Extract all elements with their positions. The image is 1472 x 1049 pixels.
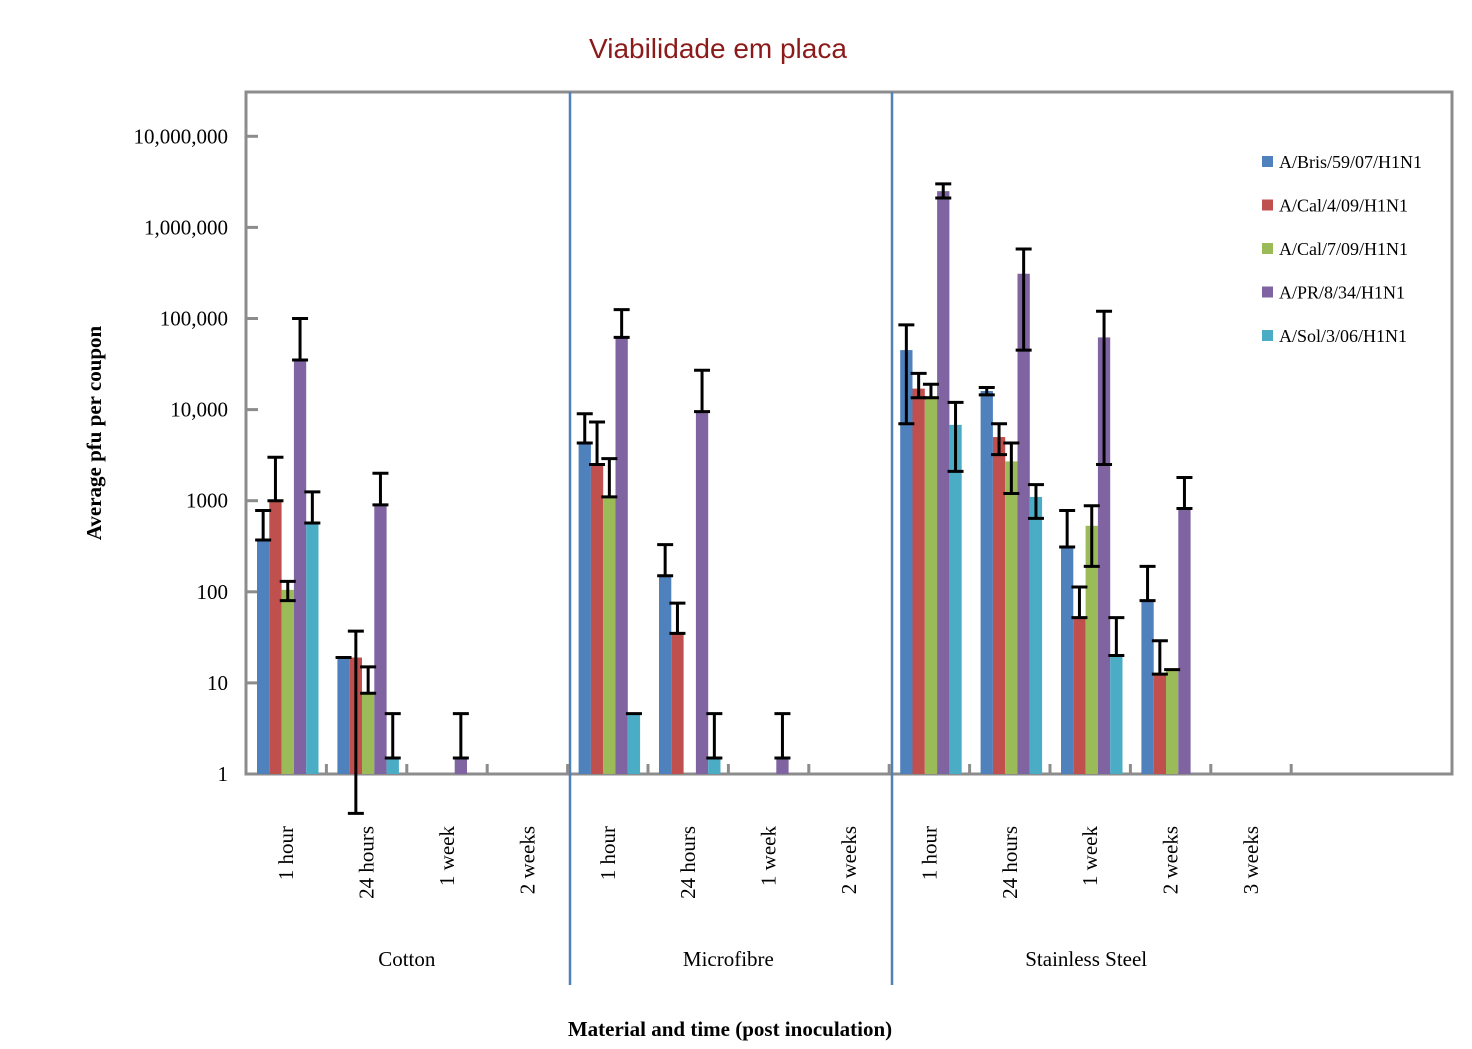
bar bbox=[1073, 617, 1086, 774]
legend-swatch bbox=[1262, 243, 1273, 254]
bar bbox=[386, 757, 399, 774]
legend: A/Bris/59/07/H1N1 A/Cal/4/09/H1N1 A/Cal/7/… bbox=[1262, 152, 1422, 346]
bar bbox=[1110, 655, 1123, 774]
y-tick-label: 10,000,000 bbox=[134, 124, 229, 148]
x-category-label: 2 weeks bbox=[837, 826, 861, 894]
bar bbox=[1061, 547, 1074, 774]
bar bbox=[1029, 496, 1043, 774]
y-tick-label: 100,000 bbox=[160, 307, 228, 331]
bar bbox=[615, 337, 628, 774]
error-bars bbox=[255, 182, 1193, 815]
bar bbox=[257, 540, 270, 774]
bar bbox=[776, 757, 789, 774]
bar bbox=[578, 442, 591, 774]
bars bbox=[257, 191, 1191, 775]
y-tick-label: 1,000,000 bbox=[144, 215, 228, 239]
x-category-label: 1 hour bbox=[917, 826, 941, 880]
x-category-label: 2 weeks bbox=[1159, 826, 1183, 894]
y-axis: 1 10 100 1000 10,000 100,000 1,000,000 10,000,0… bbox=[134, 124, 258, 786]
bar bbox=[337, 657, 350, 774]
bar bbox=[590, 464, 604, 774]
group-label: Cotton bbox=[378, 947, 436, 971]
x-category-label: 2 weeks bbox=[515, 826, 539, 894]
group-label: Stainless Steel bbox=[1025, 947, 1147, 971]
legend-swatch bbox=[1262, 199, 1273, 211]
legend-swatch bbox=[1262, 330, 1273, 341]
bar bbox=[708, 757, 721, 774]
y-tick-label: 1000 bbox=[186, 489, 228, 513]
bar bbox=[992, 437, 1006, 774]
bar bbox=[980, 391, 993, 774]
bar bbox=[1178, 508, 1191, 774]
x-category-label: 24 hours bbox=[998, 826, 1022, 899]
bar bbox=[1085, 525, 1098, 774]
bar bbox=[454, 757, 467, 774]
bar bbox=[671, 633, 684, 774]
bar bbox=[900, 350, 913, 774]
x-axis-title: Material and time (post inoculation) bbox=[568, 1017, 892, 1041]
legend-label: A/Cal/7/09/H1N1 bbox=[1279, 239, 1408, 259]
bar bbox=[293, 360, 307, 774]
chart-title: Viabilidade em placa bbox=[589, 33, 847, 64]
bar bbox=[949, 424, 962, 774]
legend-label: A/PR/8/34/H1N1 bbox=[1279, 283, 1405, 303]
x-category-label: 1 hour bbox=[596, 826, 620, 880]
bar bbox=[1141, 600, 1154, 774]
x-category-label: 3 weeks bbox=[1239, 826, 1263, 894]
legend-swatch bbox=[1262, 286, 1273, 298]
bar bbox=[269, 500, 282, 774]
y-axis-title: Average pfu per coupon bbox=[82, 325, 106, 540]
legend-label: A/Sol/3/06/H1N1 bbox=[1279, 326, 1407, 346]
bar bbox=[1017, 273, 1030, 774]
bar bbox=[924, 396, 938, 774]
bar bbox=[306, 522, 319, 774]
x-category-label: 1 hour bbox=[274, 826, 298, 880]
y-tick-label: 100 bbox=[197, 580, 229, 604]
bar bbox=[659, 575, 672, 774]
x-category-label: 1 week bbox=[435, 826, 459, 887]
bar bbox=[362, 693, 375, 774]
legend-label: A/Bris/59/07/H1N1 bbox=[1279, 152, 1422, 172]
group-separators bbox=[568, 92, 894, 985]
plot-area bbox=[244, 90, 1454, 776]
y-tick-label: 1 bbox=[218, 762, 229, 786]
bar bbox=[627, 713, 641, 774]
y-tick-label: 10 bbox=[207, 671, 228, 695]
x-category-label: 1 week bbox=[1078, 826, 1102, 887]
y-tick-label: 10,000 bbox=[170, 398, 228, 422]
bar bbox=[1153, 674, 1166, 774]
bar bbox=[695, 411, 709, 774]
x-category-label: 24 hours bbox=[355, 826, 379, 899]
bar bbox=[937, 191, 950, 775]
x-category-label: 24 hours bbox=[676, 826, 700, 899]
bar bbox=[1005, 461, 1018, 774]
bar bbox=[912, 388, 925, 774]
bar bbox=[1097, 337, 1111, 774]
legend-swatch bbox=[1262, 156, 1273, 167]
bar bbox=[374, 504, 387, 774]
x-category-label: 1 week bbox=[757, 826, 781, 887]
legend-label: A/Cal/4/09/H1N1 bbox=[1279, 196, 1408, 216]
bar bbox=[1166, 669, 1179, 774]
x-axis: 1 hour 24 hours 1 week 2 weeks 1 hour 24 hour… bbox=[274, 764, 1293, 971]
group-label: Microfibre bbox=[683, 947, 774, 971]
bar bbox=[603, 496, 616, 774]
bar bbox=[281, 589, 294, 774]
